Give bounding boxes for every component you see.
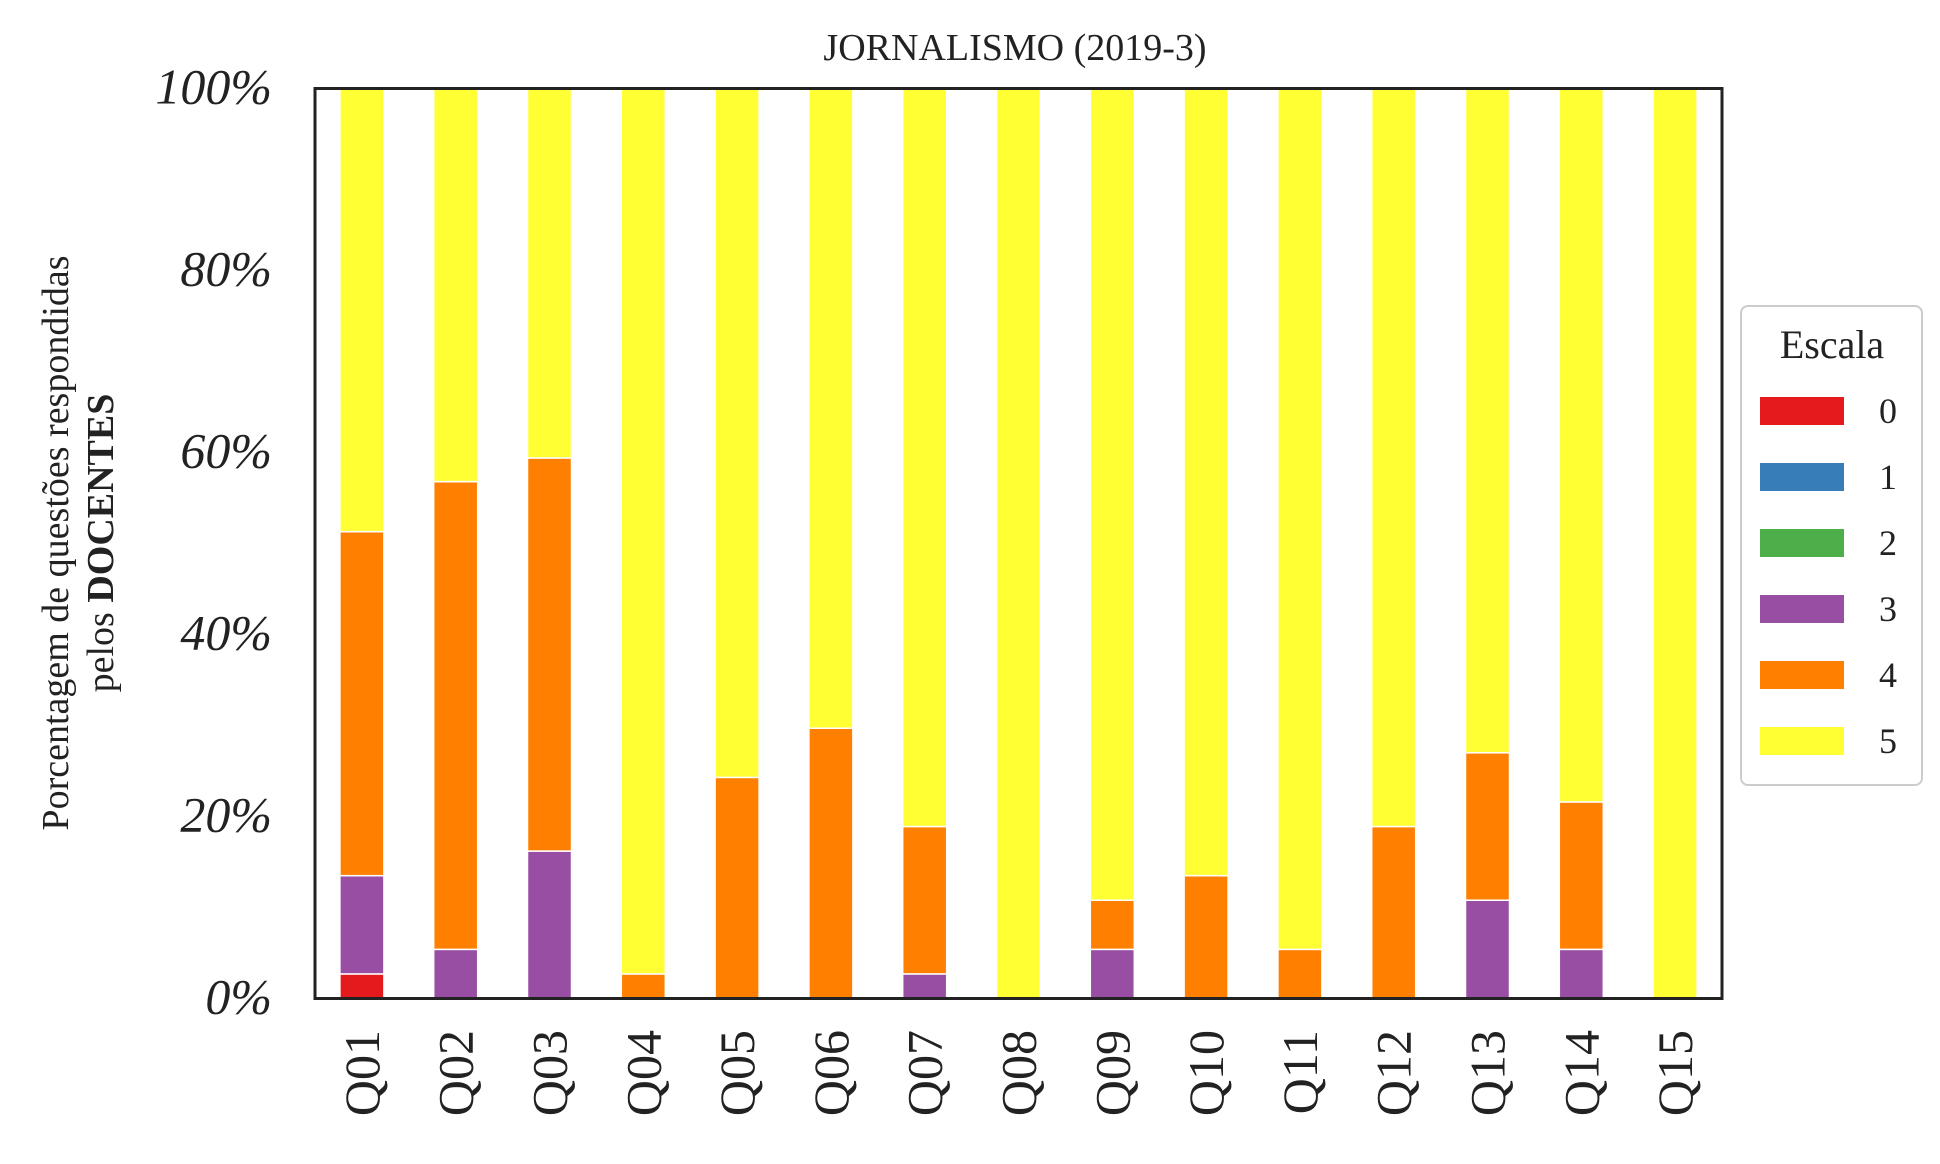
x-tick-label: Q01	[334, 1030, 390, 1116]
bar-segment	[901, 87, 948, 828]
y-axis-label-line2: pelos DOCENTES	[80, 394, 122, 693]
x-tick-label: Q15	[1647, 1030, 1703, 1116]
bar-segment	[1277, 948, 1323, 1000]
bar-segment	[432, 87, 479, 483]
y-tick-label: 60%	[180, 423, 272, 479]
bar-segment	[714, 776, 760, 1000]
bar-segment	[1558, 801, 1605, 951]
bar-segment	[1464, 752, 1511, 901]
chart-title: JORNALISMO (2019-3)	[823, 27, 1206, 69]
y-axis-label-line1: Porcentagem de questões respondidas	[35, 255, 77, 830]
legend-label: 4	[1879, 655, 1897, 695]
bar-segment	[1370, 87, 1417, 828]
x-tick-label: Q05	[709, 1030, 765, 1116]
bar-segment	[526, 850, 573, 1000]
legend-swatch	[1760, 397, 1844, 425]
plot-frame	[313, 87, 1724, 1000]
legend-label: 2	[1879, 523, 1897, 563]
x-tick-label: Q09	[1084, 1030, 1140, 1116]
bar-segment	[1558, 87, 1605, 803]
bar-segment	[1464, 87, 1511, 754]
legend-swatch	[1760, 661, 1844, 689]
y-tick-label: 0%	[205, 969, 272, 1025]
bar-segment	[339, 87, 385, 533]
bar-segment	[1558, 948, 1605, 1000]
bar-segment	[1089, 948, 1136, 1000]
legend: Escala 0 1 2 3 4 5	[1740, 305, 1923, 786]
bar-segment	[1370, 825, 1417, 1000]
bar-segment	[1183, 874, 1229, 1000]
bar-segment	[808, 87, 854, 729]
y-axis-ticks: 0% 20% 40% 60% 80% 100%	[155, 59, 272, 1025]
bar-segment	[901, 973, 948, 1000]
y-axis-label: Porcentagem de questões respondidas pelo…	[35, 255, 122, 830]
bar-segment	[620, 973, 667, 1000]
x-tick-label: Q10	[1178, 1030, 1234, 1116]
bar-segment	[1652, 87, 1698, 1000]
x-tick-label: Q08	[991, 1030, 1047, 1116]
bar-segment	[1464, 899, 1511, 1000]
y-axis-label-prefix: pelos	[80, 603, 122, 693]
bar-segment	[620, 87, 667, 975]
x-tick-label: Q13	[1460, 1030, 1516, 1116]
y-tick-label: 80%	[180, 241, 272, 297]
bar-segment	[1089, 87, 1136, 901]
legend-label: 5	[1879, 721, 1897, 761]
x-tick-label: Q06	[803, 1030, 859, 1116]
legend-title: Escala	[1780, 322, 1885, 367]
bar-segment	[995, 87, 1042, 1000]
bar-segment	[432, 480, 479, 951]
bar-segment	[1277, 87, 1323, 951]
bar-segment	[901, 825, 948, 975]
x-tick-label: Q03	[522, 1030, 578, 1116]
x-tick-label: Q11	[1272, 1030, 1328, 1114]
y-tick-label: 40%	[180, 605, 272, 661]
bar-segment	[526, 457, 573, 852]
legend-label: 1	[1879, 457, 1897, 497]
legend-swatch	[1760, 529, 1844, 557]
bar-segment	[1089, 899, 1136, 951]
bar-segment	[339, 874, 385, 975]
bars-group	[339, 87, 1698, 1000]
legend-label: 3	[1879, 589, 1897, 629]
x-tick-label: Q04	[615, 1030, 671, 1116]
legend-label: 0	[1879, 391, 1897, 431]
bar-segment	[808, 727, 854, 1000]
bar-segment	[432, 948, 479, 1000]
x-axis-ticks: Q01 Q02 Q03 Q04 Q05 Q06 Q07 Q08 Q09 Q10 Q11 Q12 Q13 Q…	[334, 1030, 1703, 1116]
bar-segment	[339, 530, 385, 877]
x-tick-label: Q02	[428, 1030, 484, 1116]
legend-items: 0 1 2 3 4 5	[1760, 391, 1897, 761]
legend-swatch	[1760, 595, 1844, 623]
bar-segment	[526, 87, 573, 459]
y-tick-label: 20%	[180, 787, 272, 843]
x-tick-label: Q14	[1553, 1030, 1609, 1116]
bar-segment	[1183, 87, 1229, 877]
legend-swatch	[1760, 727, 1844, 755]
x-tick-label: Q12	[1366, 1030, 1422, 1116]
y-tick-label: 100%	[155, 59, 272, 115]
bar-segment	[714, 87, 760, 779]
y-axis-label-bold: DOCENTES	[80, 394, 122, 603]
bar-segment	[339, 973, 385, 1000]
legend-swatch	[1760, 463, 1844, 491]
x-tick-label: Q07	[897, 1030, 953, 1116]
